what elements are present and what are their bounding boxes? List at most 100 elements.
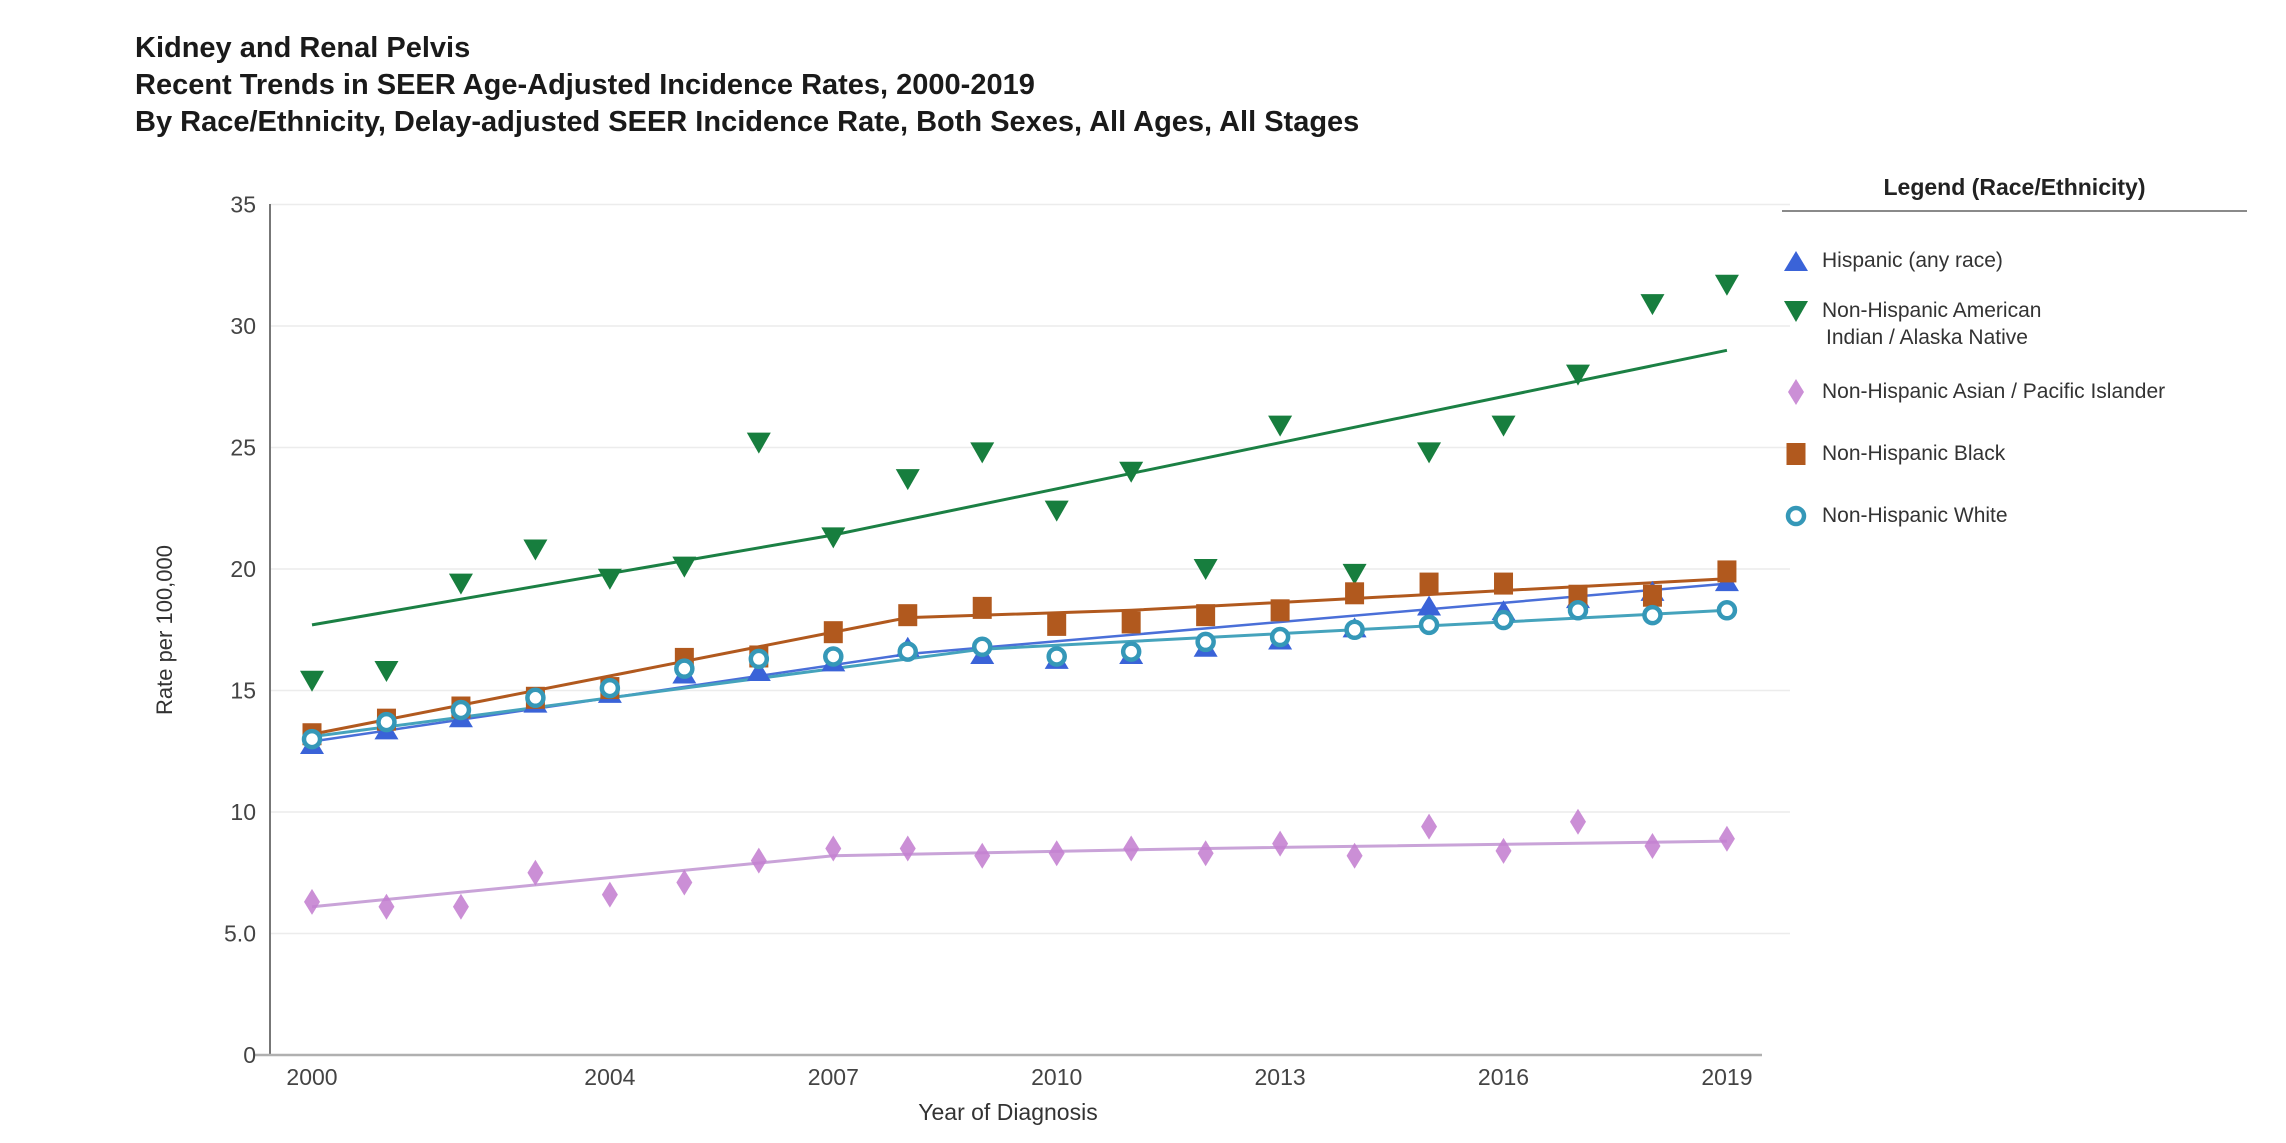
- trend-line: [311, 839, 1727, 909]
- legend-panel: Legend (Race/Ethnicity) Hispanic (any ra…: [1782, 174, 2247, 531]
- data-point: [450, 699, 472, 721]
- data-point: [599, 677, 621, 699]
- data-point: [676, 869, 693, 896]
- triangle-up-legend-icon: [1784, 251, 1808, 271]
- data-point: [1495, 837, 1512, 864]
- legend-item: Non-Hispanic White: [1782, 501, 2247, 531]
- data-point: [1421, 813, 1438, 840]
- data-point: [1716, 600, 1738, 621]
- data-point: [1048, 840, 1065, 867]
- triangle-down-legend-glyph: [1784, 301, 1808, 322]
- data-point: [895, 469, 920, 491]
- data-point: [452, 893, 469, 920]
- data-point: [974, 842, 991, 869]
- x-tick-label: 2019: [1701, 1064, 1752, 1090]
- data-point: [1120, 641, 1142, 662]
- trend-line: [311, 348, 1728, 627]
- data-point: [1718, 825, 1735, 852]
- series-non-hispanic-american-indian-alaska-native: [311, 348, 1728, 627]
- y-tick-label: 10: [230, 799, 256, 825]
- data-point: [1193, 559, 1218, 580]
- markers-non-hispanic-asian-pacific-islander: [304, 808, 1735, 920]
- data-point: [527, 859, 544, 886]
- data-point: [1493, 609, 1514, 631]
- data-point: [1272, 830, 1289, 857]
- data-point: [1119, 461, 1144, 483]
- data-point: [674, 658, 695, 679]
- data-point: [448, 573, 473, 595]
- data-point: [971, 636, 993, 658]
- trend-line: [311, 608, 1728, 739]
- x-tick-label: 2007: [808, 1064, 859, 1090]
- data-point: [748, 648, 770, 670]
- y-axis-title: Rate per 100,000: [152, 545, 177, 715]
- data-point: [1494, 572, 1514, 595]
- data-point: [374, 661, 399, 683]
- data-point: [1195, 631, 1216, 653]
- data-point: [1342, 563, 1367, 585]
- data-point: [1046, 646, 1067, 667]
- data-point: [970, 442, 995, 464]
- x-tick-label: 2004: [584, 1064, 635, 1090]
- data-point: [1196, 604, 1216, 627]
- markers-non-hispanic-american-indian-alaska-native: [300, 274, 1739, 692]
- data-point: [1640, 294, 1665, 316]
- data-point: [1565, 364, 1590, 386]
- data-point: [1270, 599, 1290, 622]
- chart-title-line3: By Race/Ethnicity, Delay-adjusted SEER I…: [135, 106, 1360, 138]
- x-tick-label: 2010: [1031, 1064, 1082, 1090]
- y-tick-label: 25: [230, 435, 256, 461]
- legend-item-label: Non-Hispanic White: [1822, 504, 2008, 527]
- data-point: [1123, 835, 1140, 862]
- legend-items: Hispanic (any race) Non-Hispanic American…: [1782, 246, 2247, 531]
- data-point: [1269, 626, 1291, 648]
- y-tick-label: 15: [230, 678, 256, 704]
- data-point: [1569, 808, 1586, 835]
- data-point: [823, 621, 843, 644]
- x-axis-title: Year of Diagnosis: [918, 1099, 1097, 1125]
- data-point: [1345, 582, 1365, 605]
- x-tick-label: 2013: [1255, 1064, 1306, 1090]
- data-point: [823, 646, 844, 667]
- data-point: [1714, 274, 1739, 296]
- square-legend-glyph: [1786, 443, 1806, 465]
- data-point: [897, 641, 919, 662]
- square-legend-icon: [1786, 443, 1806, 465]
- data-point: [1344, 619, 1365, 640]
- data-point: [304, 888, 320, 915]
- data-point: [746, 432, 771, 454]
- data-point: [525, 687, 546, 709]
- data-point: [300, 670, 324, 692]
- legend-title: Legend (Race/Ethnicity): [1883, 174, 2146, 200]
- data-point: [672, 556, 697, 578]
- markers-non-hispanic-white: [301, 600, 1738, 750]
- chart-title-block: Kidney and Renal Pelvis Recent Trends in…: [135, 30, 1359, 141]
- series-non-hispanic-asian-pacific-islander: [311, 839, 1727, 909]
- data-point: [523, 539, 548, 561]
- trend-line: [311, 582, 1728, 743]
- data-point: [750, 847, 767, 874]
- data-point: [1418, 614, 1440, 636]
- chart-title-line1: Kidney and Renal Pelvis: [135, 32, 471, 64]
- data-point: [301, 728, 323, 750]
- triangle-down-legend-icon: [1784, 301, 1808, 322]
- circle-open-legend-icon: [1785, 505, 1807, 527]
- legend-item-label: Non-Hispanic Asian / Pacific Islander: [1822, 380, 2166, 403]
- series-hispanic-any-race: [311, 582, 1728, 743]
- y-tick-labels: 35 30 25 20 15 10 5.0 0: [224, 192, 256, 1069]
- legend-item-label: Non-Hispanic American Indian / Alaska Nat…: [1822, 299, 2042, 349]
- y-tick-label: 5.0: [224, 921, 256, 947]
- y-tick-label: 35: [230, 192, 256, 218]
- legend-item: Non-Hispanic American Indian / Alaska Nat…: [1782, 296, 2247, 351]
- data-point: [376, 711, 397, 733]
- data-point: [899, 835, 916, 862]
- data-point: [378, 893, 395, 920]
- data-point: [1417, 595, 1442, 616]
- x-tick-label: 2000: [286, 1064, 337, 1090]
- data-point: [1047, 613, 1067, 636]
- data-point: [1642, 604, 1663, 626]
- circle-open-legend-glyph: [1785, 505, 1807, 527]
- legend-item-label: Non-Hispanic Black: [1822, 442, 2006, 465]
- data-point: [601, 881, 618, 908]
